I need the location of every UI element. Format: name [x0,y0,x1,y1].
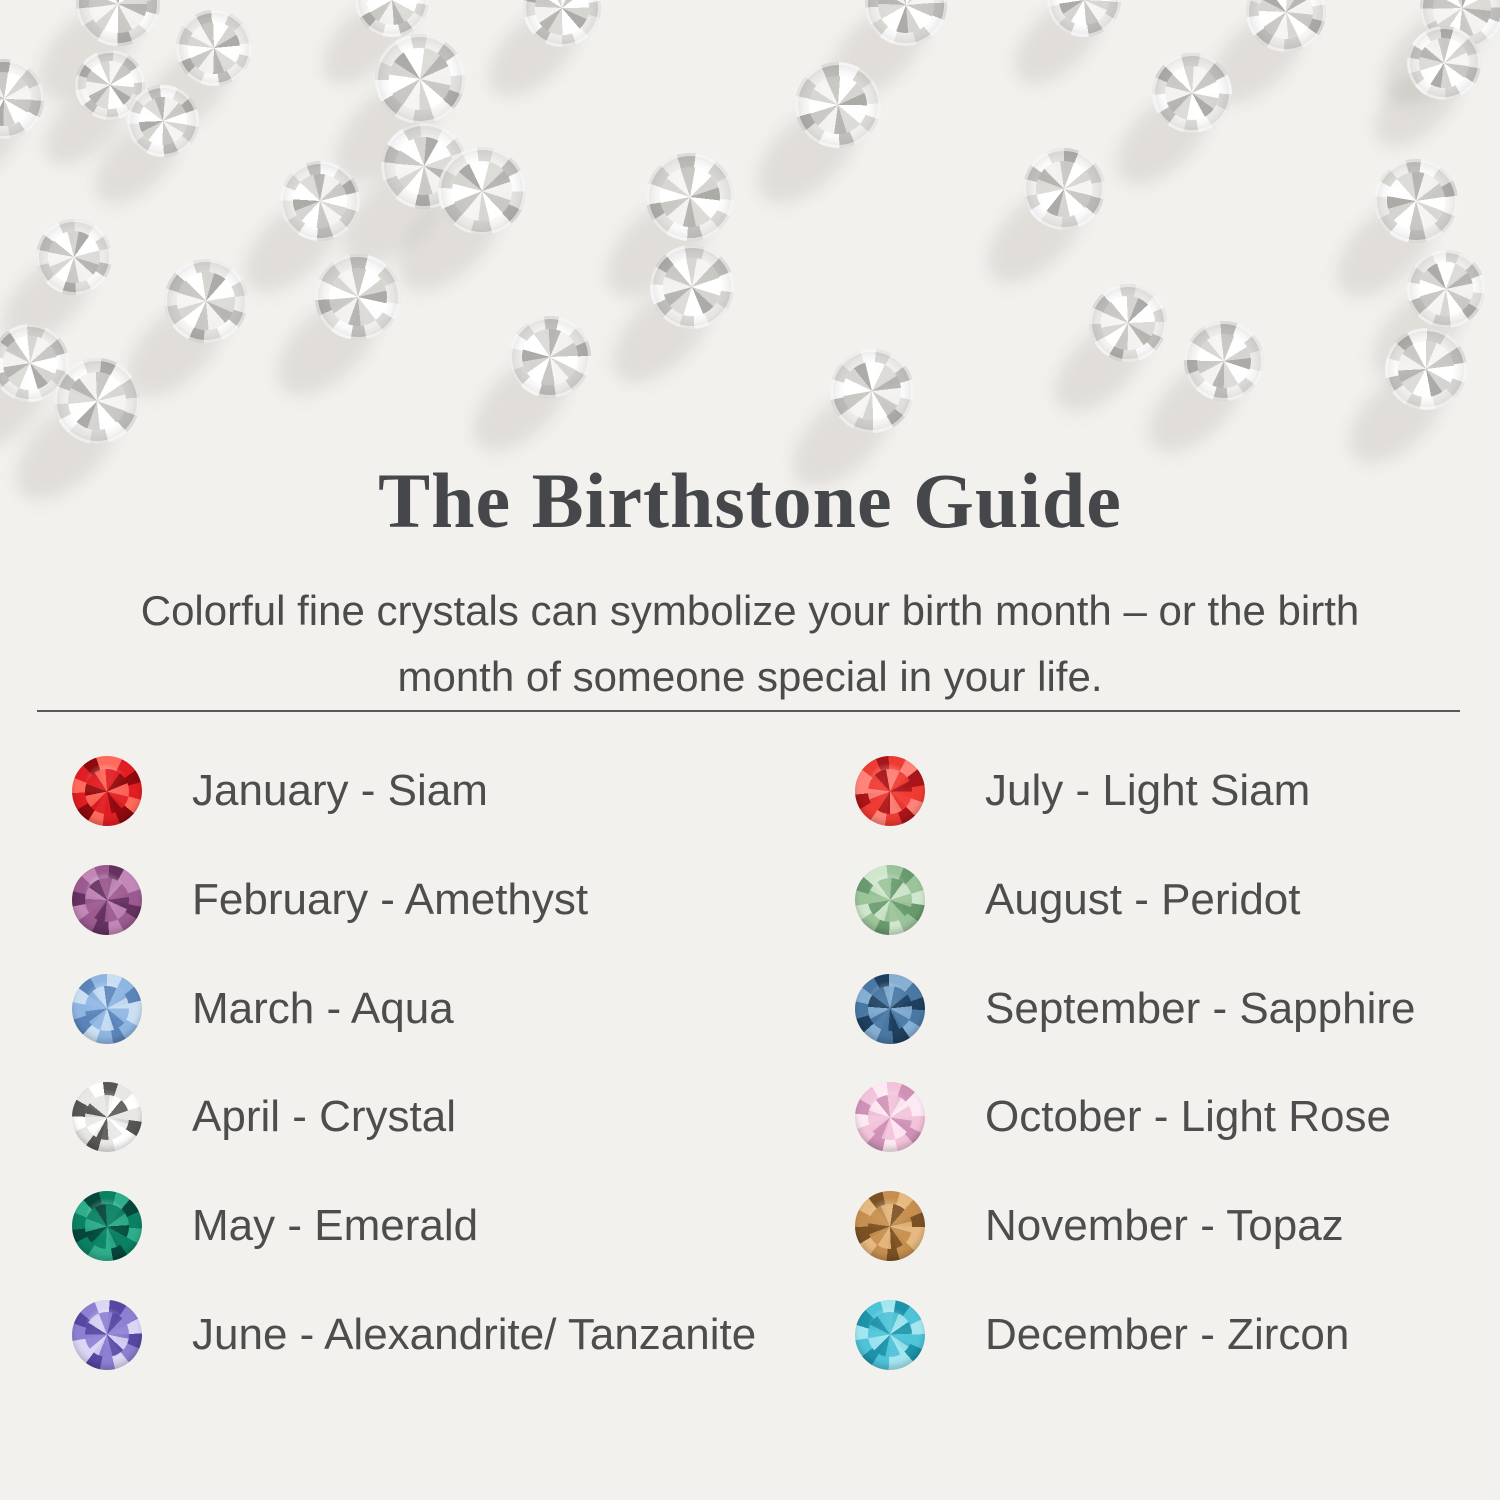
birthstone-row-september: September - Sapphire [855,954,1415,1063]
gem-swatch-september [855,973,925,1044]
page-title: The Birthstone Guide [378,457,1122,544]
birthstone-row-july: July - Light Siam [855,737,1415,846]
birthstone-label-december: December - Zircon [985,1309,1350,1359]
birthstone-label-march: March - Aqua [192,983,454,1033]
gem-swatch-october [855,1082,925,1153]
birthstone-row-november: November - Topaz [855,1172,1415,1281]
crystals-photo [0,0,1500,519]
gem-swatch-january [72,756,142,827]
birthstone-row-april: April - Crystal [72,1063,756,1172]
gem-swatch-may [72,1191,142,1262]
birthstone-row-december: December - Zircon [855,1280,1415,1389]
birthstone-label-september: September - Sapphire [985,983,1416,1033]
gem-swatch-november [855,1191,925,1262]
gem-swatch-december [855,1299,925,1370]
birthstone-label-october: October - Light Rose [985,1092,1391,1142]
birthstone-label-july: July - Light Siam [985,766,1311,816]
clear-crystal [1183,320,1265,402]
birthstone-row-may: May - Emerald [72,1172,756,1281]
birthstone-row-august: August - Peridot [855,846,1415,955]
guide-column-left: January - Siam February - Amethyst March… [72,737,756,1389]
gem-swatch-april [72,1082,142,1153]
birthstone-row-october: October - Light Rose [855,1063,1415,1172]
birthstone-label-may: May - Emerald [192,1201,479,1251]
gem-swatch-march [72,973,142,1044]
subtitle-line-2: month of someone special in your life. [397,653,1103,700]
birthstone-row-june: June - Alexandrite/ Tanzanite [72,1280,756,1389]
guide-column-right: July - Light Siam August - Peridot Septe… [855,737,1415,1389]
gem-swatch-july [855,756,925,827]
birthstone-label-june: June - Alexandrite/ Tanzanite [192,1309,757,1359]
birthstone-row-march: March - Aqua [72,954,756,1063]
birthstone-label-february: February - Amethyst [192,875,589,925]
birthstone-label-january: January - Siam [192,766,488,816]
birthstone-label-november: November - Topaz [985,1201,1344,1251]
birthstone-label-august: August - Peridot [985,875,1301,925]
divider [37,710,1460,712]
birthstone-label-april: April - Crystal [192,1092,457,1142]
gem-swatch-june [72,1299,142,1370]
gem-swatch-august [855,865,925,936]
birthstone-row-january: January - Siam [72,737,756,846]
subtitle-line-1: Colorful fine crystals can symbolize you… [140,587,1360,634]
page-subtitle: Colorful fine crystals can symbolize you… [0,578,1500,710]
birthstone-row-february: February - Amethyst [72,846,756,955]
gem-swatch-february [72,865,142,936]
